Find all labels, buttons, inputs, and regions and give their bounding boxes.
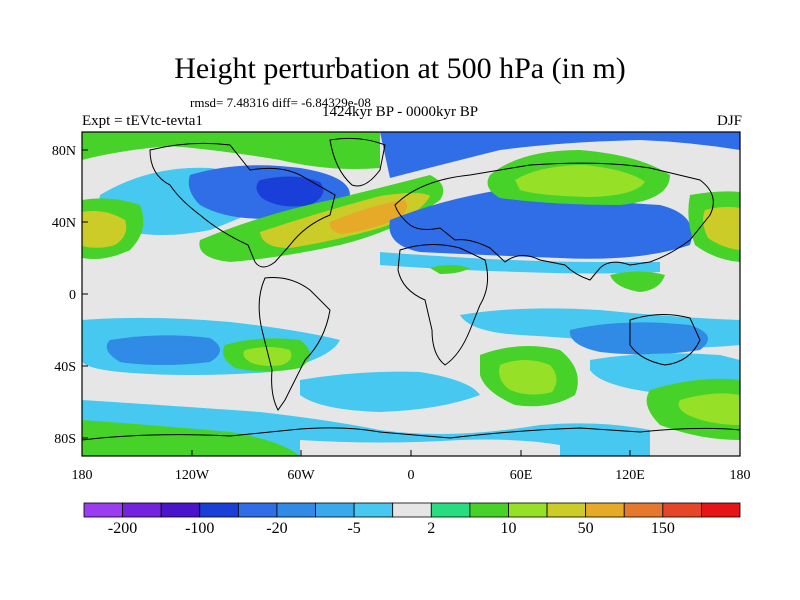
map-title: Height perturbation at 500 hPa (in m) — [174, 52, 626, 85]
indian-ocean-yellow — [499, 360, 557, 395]
lon-label: 120W — [175, 468, 210, 483]
coastlines — [82, 137, 740, 441]
colorbar-box — [623, 502, 664, 518]
lat-label: 80N — [52, 144, 76, 159]
lon-labels: 180 120W 60W 0 60E 120E 180 — [72, 468, 751, 483]
coast-greenland — [329, 137, 386, 187]
colorbar-box — [160, 502, 201, 518]
lon-label: 180 — [730, 468, 751, 483]
stats-label: rmsd= 7.48316 diff= -6.84329e-08 — [190, 95, 371, 110]
colorbar-box — [662, 502, 702, 518]
colorbar-box — [546, 502, 587, 518]
contour-fields-south — [82, 265, 740, 456]
arctic-green-band — [82, 132, 380, 169]
colorbar-box — [122, 502, 162, 518]
colorbar-label: 50 — [578, 520, 594, 537]
colorbar-box — [199, 502, 239, 518]
colorbar-box — [353, 502, 394, 518]
colorbar-box — [83, 502, 123, 518]
colorbar-box — [701, 502, 741, 518]
southern-ocean-green-west — [82, 420, 300, 456]
period-label: 1424kyr BP - 0000kyr BP — [321, 104, 479, 120]
lat-label: 0 — [69, 288, 76, 303]
colorbar-box — [315, 502, 355, 518]
colorbar — [83, 502, 741, 518]
colorbar-box — [430, 502, 471, 518]
lat-label: 40S — [54, 360, 76, 375]
coast-south-america — [258, 277, 331, 411]
colorbar-label: -100 — [185, 520, 214, 537]
map-plot — [82, 132, 740, 456]
lat-labels: 80N 40N 0 40S 80S — [52, 144, 76, 447]
colorbar-label: -200 — [108, 520, 137, 537]
coast-africa — [397, 244, 489, 366]
colorbar-box — [392, 502, 432, 518]
colorbar-box — [469, 502, 509, 518]
colorbar-label: -20 — [266, 520, 287, 537]
lon-label: 0 — [408, 468, 415, 483]
colorbar-box — [508, 502, 548, 518]
colorbar-box — [276, 502, 316, 518]
contour-fields-north — [82, 132, 740, 274]
south-america-yellow — [243, 347, 292, 366]
south-atlantic-light-blue — [300, 371, 480, 412]
maritime-continent-green-patch — [610, 271, 665, 292]
eurasia-blue-trough — [389, 190, 692, 259]
colorbar-box — [585, 502, 625, 518]
north-america-dark-core — [256, 176, 324, 207]
lon-label: 60W — [287, 468, 315, 483]
colorbar-label: 10 — [500, 520, 516, 537]
south-pacific-blue — [106, 335, 220, 365]
experiment-label: Expt = tEVtc-tevta1 — [82, 113, 203, 129]
colorbar-label: 2 — [427, 520, 435, 537]
arctic-blue-band — [380, 132, 740, 178]
pacific-east-olive — [703, 206, 740, 250]
atlantic-orange-core — [329, 200, 408, 234]
coast-australia — [629, 314, 701, 366]
coast-europe-asia — [394, 162, 714, 281]
southern-ocean-yellow-east — [678, 393, 740, 425]
colorbar-labels: -200 -100 -20 -5 2 10 50 150 — [108, 520, 675, 537]
australia-blue — [569, 322, 708, 355]
colorbar-label: 150 — [651, 520, 675, 537]
lon-label: 120E — [615, 468, 645, 483]
lon-label: 180 — [72, 468, 93, 483]
colorbar-label: -5 — [347, 520, 360, 537]
season-label: DJF — [716, 113, 742, 129]
pacific-olive-west — [82, 211, 127, 248]
southern-ocean-neutral-gap — [300, 439, 560, 456]
lat-label: 40N — [52, 216, 76, 231]
siberia-olive-core — [515, 165, 645, 197]
tick-marks — [81, 149, 741, 456]
colorbar-box — [237, 502, 278, 518]
tropical-west-green-patch — [430, 265, 470, 274]
lat-label: 80S — [54, 432, 76, 447]
lon-label: 60E — [510, 468, 533, 483]
coast-north-america — [149, 142, 336, 268]
coast-antarctica — [82, 427, 740, 441]
